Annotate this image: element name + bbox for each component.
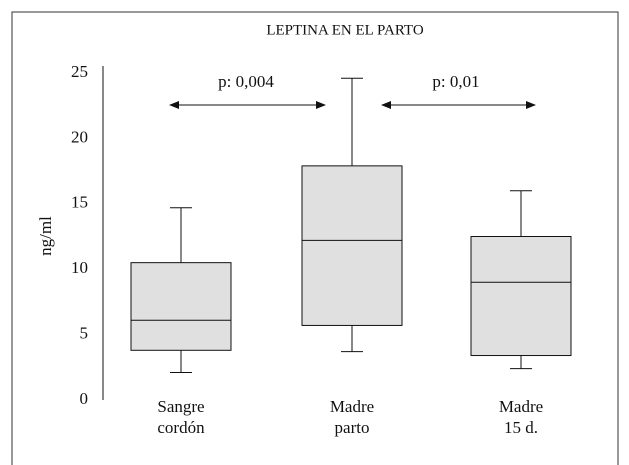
box bbox=[470, 236, 572, 357]
y-tick-label: 20 bbox=[71, 127, 88, 146]
x-tick-label: Sangre bbox=[157, 397, 204, 416]
box bbox=[130, 262, 232, 351]
y-tick-label: 15 bbox=[71, 193, 88, 212]
annotation: p: 0,004 bbox=[218, 72, 274, 91]
y-tick-label: 5 bbox=[80, 324, 89, 343]
chart-title: LEPTINA EN EL PARTO bbox=[266, 22, 423, 38]
box bbox=[301, 165, 403, 326]
y-tick-label: 10 bbox=[71, 258, 88, 277]
y-tick-label: 0 bbox=[80, 389, 89, 408]
y-axis-label: ng/ml bbox=[36, 216, 55, 256]
frame bbox=[11, 11, 619, 465]
annotation: p: 0,01 bbox=[432, 72, 479, 91]
y-tick-label: 25 bbox=[71, 62, 88, 81]
x-tick-label: Madre bbox=[499, 397, 543, 416]
x-tick-label: 15 d. bbox=[504, 418, 538, 437]
x-tick-label: Madre bbox=[330, 397, 374, 416]
x-tick-label: parto bbox=[335, 418, 370, 437]
x-tick-label: cordón bbox=[157, 418, 205, 437]
